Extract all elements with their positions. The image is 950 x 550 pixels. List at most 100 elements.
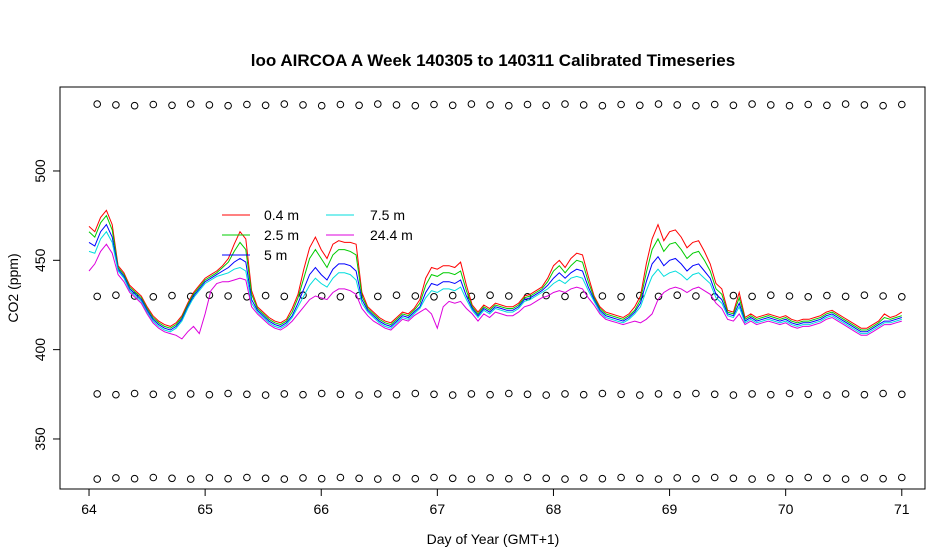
x-axis: 64 65 66 67 68 69 70 71 [81, 488, 910, 517]
reference-point [374, 475, 382, 483]
reference-point [243, 473, 251, 482]
reference-point [317, 389, 326, 398]
reference-point [879, 474, 887, 483]
reference-point [336, 473, 345, 482]
series-line-3 [88, 230, 902, 335]
reference-point [598, 292, 607, 300]
reference-point [841, 292, 850, 301]
reference-point [654, 475, 663, 483]
reference-point [804, 100, 813, 109]
reference-point [112, 291, 120, 300]
reference-point [149, 100, 158, 109]
reference-point [112, 101, 120, 109]
reference-point [467, 390, 476, 398]
y-tick-label: 450 [32, 248, 48, 272]
reference-point [261, 101, 270, 110]
reference-point [823, 101, 831, 110]
reference-point [561, 475, 569, 483]
reference-point [355, 391, 363, 399]
reference-point [542, 474, 551, 483]
reference-point [617, 100, 625, 109]
reference-point [261, 291, 270, 300]
series-line-1 [88, 214, 902, 331]
reference-point [542, 101, 551, 110]
x-tick-label: 71 [894, 501, 910, 517]
y-axis-label: CO2 (ppm) [5, 253, 21, 322]
reference-point [636, 474, 644, 483]
reference-point [767, 101, 775, 109]
reference-point [130, 389, 139, 398]
reference-point [654, 390, 663, 398]
x-tick-label: 70 [778, 501, 794, 517]
reference-point [430, 390, 438, 399]
reference-point [617, 390, 625, 399]
reference-point [280, 390, 289, 398]
reference-point [168, 474, 176, 483]
y-tick-label: 400 [32, 338, 48, 362]
reference-point [579, 390, 588, 399]
series-line-0 [88, 209, 903, 329]
reference-point [261, 391, 270, 399]
reference-point [280, 475, 289, 483]
reference-point [598, 101, 607, 110]
reference-point [374, 100, 382, 108]
reference-point [486, 474, 494, 482]
reference-point [636, 101, 644, 110]
reference-point [729, 474, 738, 483]
reference-point [261, 474, 270, 483]
reference-point [448, 391, 457, 399]
reference-point [692, 292, 700, 300]
reference-point [542, 391, 551, 399]
reference-point [823, 474, 831, 483]
reference-point [841, 475, 850, 483]
reference-point [186, 475, 195, 483]
reference-point [392, 390, 401, 399]
x-tick-label: 68 [546, 501, 562, 517]
reference-point [898, 100, 906, 109]
reference-point [785, 101, 794, 110]
legend-label: 0.4 m [264, 207, 299, 223]
reference-point [710, 473, 719, 482]
legend: 0.4 m 2.5 m 5 m 7.5 m 24.4 m [222, 207, 413, 263]
series-lines [88, 209, 903, 340]
reference-point [729, 391, 738, 399]
reference-point [355, 101, 363, 110]
reference-point [467, 100, 476, 108]
reference-point [505, 292, 513, 300]
reference-point [748, 292, 756, 301]
reference-point [93, 390, 101, 398]
x-tick-label: 67 [430, 501, 446, 517]
reference-point [205, 101, 214, 109]
reference-point [579, 474, 588, 482]
reference-point [93, 475, 101, 483]
reference-point [561, 390, 569, 398]
reference-point [243, 100, 251, 109]
reference-point [654, 100, 663, 108]
reference-point [561, 100, 569, 108]
reference-point [448, 291, 457, 300]
reference-point [879, 292, 887, 300]
reference-point [710, 390, 719, 399]
reference-point [486, 101, 494, 109]
reference-point [617, 293, 625, 301]
series-line-2 [88, 223, 902, 333]
y-axis: 350 400 450 500 [32, 159, 61, 451]
reference-point [411, 474, 420, 483]
reference-point [748, 390, 756, 398]
reference-points [93, 100, 906, 483]
reference-point [299, 101, 307, 109]
reference-point [598, 474, 607, 483]
reference-point [280, 100, 289, 108]
reference-point [168, 291, 176, 300]
reference-point [748, 100, 756, 108]
reference-point [692, 474, 700, 483]
reference-point [860, 474, 869, 482]
reference-point [430, 293, 438, 301]
reference-point [841, 100, 850, 108]
reference-point [767, 474, 775, 482]
reference-point [505, 389, 513, 398]
reference-point [149, 390, 158, 399]
reference-point [785, 389, 794, 398]
reference-point [168, 101, 176, 110]
reference-point [317, 474, 326, 483]
